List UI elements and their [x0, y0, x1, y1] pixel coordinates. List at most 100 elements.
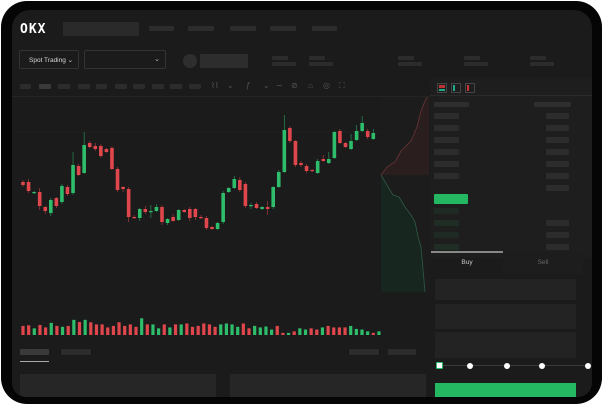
volume-bar — [157, 328, 161, 335]
ask-price — [434, 149, 459, 155]
volume-bar — [354, 328, 358, 335]
settings-icon[interactable]: ◎ — [323, 81, 330, 90]
order-book-both-icon[interactable] — [437, 83, 447, 93]
stat-value — [464, 62, 488, 66]
timeframe-button[interactable] — [20, 84, 31, 89]
candle — [49, 200, 53, 213]
volume-bar — [258, 327, 262, 335]
candle — [327, 159, 331, 163]
candle — [371, 133, 376, 139]
slider-stop-25[interactable] — [467, 363, 473, 369]
spot-trading-label: Spot Trading — [29, 57, 66, 64]
timeframe-button[interactable] — [189, 84, 201, 89]
ask-amount — [546, 149, 569, 155]
slider-handle[interactable] — [436, 362, 443, 369]
volume-bar — [44, 327, 48, 335]
volume-bar — [366, 331, 370, 335]
volume-bar — [190, 326, 195, 335]
timeframe-button[interactable] — [78, 84, 90, 89]
volume-bar — [275, 325, 279, 335]
nav-item[interactable] — [270, 26, 296, 31]
price-input[interactable] — [435, 279, 576, 300]
bid-price — [434, 232, 459, 238]
indicator-icon[interactable]: ƒ — [246, 81, 251, 90]
stat-value — [309, 62, 333, 66]
bid-price — [434, 220, 459, 226]
tab-order-history[interactable] — [61, 349, 91, 355]
bid-price — [434, 208, 459, 214]
timeframe-button[interactable] — [170, 84, 182, 89]
timeframe-button[interactable] — [152, 84, 164, 89]
ruler-icon[interactable]: ⊘ — [291, 81, 298, 90]
ask-amount — [546, 173, 569, 179]
candle — [176, 210, 181, 220]
pair-select[interactable]: ⌄ — [84, 50, 166, 69]
slider-stop-75[interactable] — [539, 363, 545, 369]
candle — [304, 166, 309, 171]
volume-bar — [219, 324, 223, 335]
candle — [149, 211, 153, 213]
nav-item[interactable] — [230, 26, 256, 31]
nav-item[interactable] — [188, 26, 214, 31]
timeframe-button[interactable] — [133, 84, 145, 89]
bid-amount — [546, 244, 569, 250]
order-book-asks-icon[interactable] — [465, 83, 475, 93]
fullscreen-icon[interactable]: ⛶ — [339, 81, 345, 90]
nav-item[interactable] — [312, 26, 337, 31]
stat-label — [272, 56, 288, 60]
volume-bar — [168, 327, 172, 335]
line-icon[interactable]: ∼ — [276, 81, 283, 90]
candle — [171, 217, 175, 221]
slider-track[interactable] — [439, 365, 589, 366]
timeframe-button[interactable] — [39, 84, 51, 89]
buy-submit-button[interactable] — [435, 383, 576, 397]
candle-type-icon[interactable]: ⌇⌇ — [211, 81, 219, 90]
candlestick-chart[interactable] — [12, 97, 381, 342]
ask-amount — [546, 161, 569, 167]
tab-open-orders[interactable] — [20, 349, 49, 355]
filter-button[interactable] — [349, 349, 379, 355]
chevron-down-icon: ⌄ — [67, 57, 74, 64]
candle — [232, 179, 237, 188]
timeframe-button[interactable] — [115, 84, 127, 89]
slider-stop-50[interactable] — [504, 363, 510, 369]
depth-asks-area — [381, 97, 429, 175]
candle — [87, 143, 92, 147]
total-input[interactable] — [435, 332, 576, 358]
app-screen: OKX Spot Trading ⌄ ⌄ ⌇⌇ ⌄ ƒ ⌄ ∼ ⊘ ⌂ ◎ ⛶ — [12, 10, 592, 397]
timeframe-button[interactable] — [96, 84, 107, 89]
view-all-button[interactable] — [388, 349, 416, 355]
candle — [338, 131, 342, 143]
ask-price — [434, 113, 459, 119]
timeframe-button[interactable] — [58, 84, 70, 89]
amount-input[interactable] — [435, 304, 576, 329]
candle — [99, 146, 103, 156]
volume-bar — [292, 331, 296, 335]
tab-sell[interactable]: Sell — [503, 252, 583, 274]
volume-bar — [111, 325, 115, 335]
candle — [288, 128, 292, 141]
okx-logo[interactable]: OKX — [20, 22, 47, 37]
candle — [215, 223, 220, 229]
volume-bar — [377, 331, 381, 335]
chevron-down-icon[interactable]: ⌄ — [227, 81, 234, 90]
nav-item[interactable] — [149, 26, 174, 31]
candle — [332, 132, 337, 158]
candle — [154, 207, 159, 211]
tab-buy[interactable]: Buy — [461, 259, 473, 266]
volume-bar — [128, 324, 132, 335]
chevron-down-icon[interactable]: ⌄ — [263, 81, 270, 90]
divider — [12, 96, 430, 97]
search-bar[interactable] — [63, 22, 139, 36]
stat-value — [398, 62, 422, 66]
camera-icon[interactable]: ⌂ — [308, 81, 313, 90]
slider-stop-100[interactable] — [585, 363, 591, 369]
volume-bar — [270, 329, 274, 335]
spot-trading-dropdown[interactable]: Spot Trading ⌄ — [19, 50, 79, 69]
order-book-bids-icon[interactable] — [451, 83, 461, 93]
volume-bar — [185, 323, 189, 335]
volume-bar — [343, 327, 347, 335]
bid-price — [434, 244, 459, 250]
pair-name — [200, 54, 248, 68]
volume-bar — [281, 332, 285, 335]
